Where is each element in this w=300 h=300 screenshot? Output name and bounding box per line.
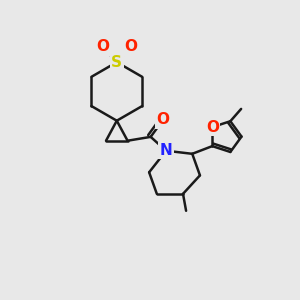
Text: O: O bbox=[157, 112, 169, 128]
Text: O: O bbox=[124, 39, 137, 54]
Text: N: N bbox=[160, 143, 172, 158]
Text: O: O bbox=[96, 39, 110, 54]
Text: O: O bbox=[206, 120, 219, 135]
Text: S: S bbox=[111, 55, 122, 70]
